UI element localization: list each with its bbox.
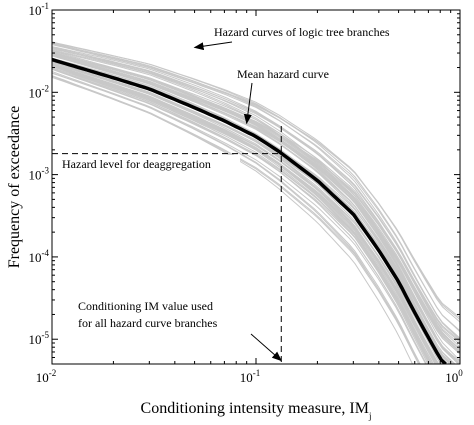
branch-curve: [52, 43, 460, 319]
branch-curve: [52, 64, 436, 364]
annotation-mean-curve: Mean hazard curve: [237, 67, 329, 81]
y-tick-label-base: 10: [29, 332, 42, 347]
y-tick-label: 10-3: [29, 166, 50, 183]
annotation-conditioning-bg: [74, 296, 274, 332]
y-tick-label-exponent: -4: [42, 248, 50, 258]
x-axis-label-subscript: j: [368, 411, 372, 421]
annotation-hazard-level-bg: [58, 155, 240, 172]
x-tick-label-exponent: 0: [458, 368, 463, 378]
branch-curve: [52, 51, 460, 350]
x-tick-label-base: 10: [445, 370, 458, 385]
y-tick-label-exponent: -1: [42, 1, 50, 11]
y-tick-label: 10-1: [29, 1, 50, 18]
y-tick-label-base: 10: [29, 3, 42, 18]
x-tick-label: 100: [445, 368, 463, 385]
annotation-hazard-level: Hazard level for deaggregation: [62, 157, 211, 171]
reference-lines: [52, 126, 282, 364]
mean-curve-group: [52, 57, 447, 364]
branch-curve: [52, 43, 460, 341]
y-tick-label: 10-2: [29, 83, 50, 100]
branch-curve: [52, 72, 421, 364]
branch-curve: [52, 46, 460, 351]
x-tick-label-exponent: -2: [49, 368, 57, 378]
branch-curve: [52, 48, 460, 362]
branch-curve: [52, 41, 460, 323]
branch-curve: [52, 57, 451, 364]
y-tick-label-base: 10: [29, 85, 42, 100]
x-tick-label: 10-1: [240, 368, 261, 385]
branch-curve: [52, 64, 434, 364]
x-axis-label: Conditioning intensity measure, IMj: [141, 400, 372, 421]
y-tick-label-exponent: -5: [42, 330, 50, 340]
branch-curve: [52, 49, 460, 364]
y-axis-label: Frequency of exceedance: [6, 106, 23, 269]
x-tick-label: 10-2: [36, 368, 57, 385]
branch-curve: [52, 54, 460, 355]
y-tick-label: 10-4: [29, 248, 50, 265]
annotation-conditioning-line-1: Conditioning IM value used: [78, 299, 213, 313]
y-tick-label-exponent: -3: [42, 166, 50, 176]
branch-curve: [52, 59, 439, 364]
y-tick-label: 10-5: [29, 330, 50, 347]
annotation-conditioning-arrow: [250, 333, 283, 362]
x-tick-label-base: 10: [240, 370, 253, 385]
annotation-branch-arrow: [193, 41, 233, 51]
branch-curve: [52, 68, 427, 364]
branch-curve: [52, 75, 420, 364]
x-tick-label-base: 10: [36, 370, 49, 385]
branch-curve: [52, 59, 444, 364]
x-tick-label-exponent: -1: [253, 368, 261, 378]
mean-hazard-curve: [52, 57, 447, 364]
annotation-mean-arrow: [243, 82, 253, 125]
annotation-branch-curves: Hazard curves of logic tree branches: [214, 25, 390, 39]
branch-curve: [52, 47, 460, 339]
annotation-conditioning-line-2: for all hazard curve branches: [78, 316, 218, 330]
axis-ticks: [51, 9, 461, 364]
branch-curve: [52, 53, 460, 351]
y-tick-label-exponent: -2: [42, 83, 50, 93]
branch-curve: [52, 65, 430, 364]
y-tick-label-base: 10: [29, 250, 42, 265]
annotations: Hazard curves of logic tree branches Mea…: [58, 25, 390, 362]
branch-curve: [52, 71, 427, 364]
y-tick-label-base: 10: [29, 168, 42, 183]
